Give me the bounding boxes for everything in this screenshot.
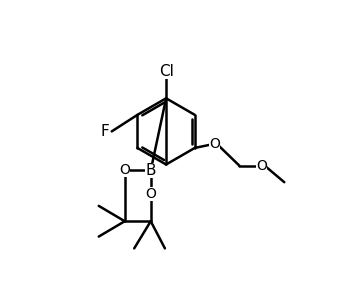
Text: O: O xyxy=(256,159,267,173)
Text: O: O xyxy=(209,138,220,151)
Text: O: O xyxy=(145,187,156,201)
Text: O: O xyxy=(119,163,130,177)
Text: B: B xyxy=(145,163,156,178)
Text: Cl: Cl xyxy=(159,64,174,79)
Text: F: F xyxy=(100,124,109,139)
